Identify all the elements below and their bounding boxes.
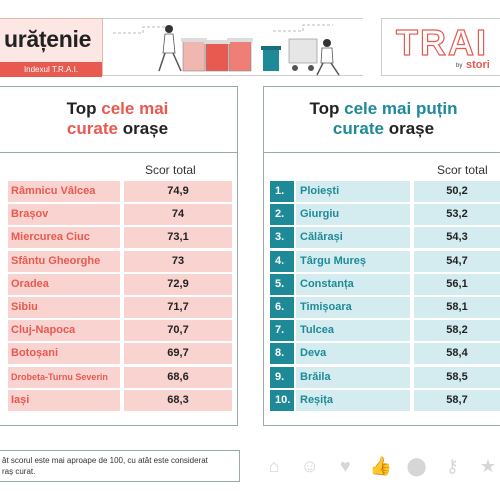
left-panel-title: Top cele mai curate orașe: [0, 87, 237, 153]
logo-box: [381, 18, 500, 76]
thumbs-up-icon: 👍: [369, 456, 393, 476]
city-score: 73: [124, 250, 232, 272]
city-score: 71,7: [124, 297, 232, 318]
city-rank: 4.: [270, 250, 294, 272]
city-score: 54,3: [414, 227, 500, 249]
city-name: Botoșani: [8, 343, 120, 365]
city-score: 58,2: [414, 320, 500, 342]
city-name: Miercurea Ciuc: [8, 227, 120, 249]
city-name: Drobeta-Turnu Severin: [8, 366, 120, 388]
city-score: 56,1: [414, 273, 500, 295]
city-score: 69,7: [124, 343, 232, 365]
city-name: Sibiu: [8, 297, 120, 318]
city-rank: 1.: [270, 181, 294, 202]
city-score: 58,5: [414, 366, 500, 388]
footnote-line: ât scorul este mai aproape de 100, cu at…: [2, 456, 208, 465]
city-score: 74,9: [124, 181, 232, 202]
city-score: 73,1: [124, 227, 232, 249]
title-accent: curate: [332, 119, 384, 138]
city-rank: 7.: [270, 320, 294, 342]
city-name: Cluj-Napoca: [8, 320, 120, 342]
city-rank: 6.: [270, 297, 294, 318]
city-score: 50,2: [414, 181, 500, 202]
city-name: Sfântu Gheorghe: [8, 250, 120, 272]
city-score: 72,9: [124, 273, 232, 295]
home-icon: ⌂: [268, 456, 280, 476]
smiley-icon: ☺: [300, 456, 319, 476]
city-name: Constanța: [296, 273, 410, 295]
title-accent: curate: [66, 119, 118, 138]
header-illustration: [103, 18, 363, 76]
city-name: Oradea: [8, 273, 120, 295]
city-name: Timișoara: [296, 297, 410, 318]
city-score: 68,3: [124, 389, 232, 411]
city-name: Iași: [8, 389, 120, 411]
location-pin-icon: ⬤: [406, 456, 427, 476]
title-word: Top: [309, 99, 340, 118]
city-rank: 3.: [270, 227, 294, 249]
logo-brand: stori: [466, 59, 490, 71]
left-column-header: Scor total: [145, 163, 196, 177]
title-word: orașe: [122, 119, 169, 138]
city-score: 70,7: [124, 320, 232, 342]
title-word: Top: [66, 99, 97, 118]
city-name: Tulcea: [296, 320, 410, 342]
heart-icon: ♥: [339, 456, 351, 476]
title-accent: cele mai: [101, 99, 169, 118]
star-icon: ★: [479, 456, 496, 476]
title-word: orașe: [388, 119, 435, 138]
key-icon: ⚷: [445, 456, 459, 476]
city-name: Giurgiu: [296, 204, 410, 226]
footnote: ât scorul este mai aproape de 100, cu at…: [2, 455, 237, 477]
cleaning-illustration: [113, 24, 340, 76]
city-name: Deva: [296, 343, 410, 365]
city-score: 54,7: [414, 250, 500, 272]
city-score: 68,6: [124, 366, 232, 388]
city-name: Târgu Mureș: [296, 250, 410, 272]
icon-strip: ⌂ ☺ ♥ 👍 ⬤ ⚷ ★: [262, 454, 500, 478]
page-title: urățenie: [4, 26, 92, 52]
city-rank: 5.: [270, 273, 294, 295]
city-score: 58,4: [414, 343, 500, 365]
logo-by: by: [456, 63, 463, 69]
header-subtitle: Indexul T.R.A.I.: [0, 62, 102, 77]
right-panel-title: Top cele mai puțin curate orașe: [264, 87, 500, 153]
city-rank: 10.: [270, 389, 294, 411]
city-score: 53,2: [414, 204, 500, 226]
city-score: 58,7: [414, 389, 500, 411]
title-accent: cele mai puțin: [344, 99, 458, 118]
city-name: Reșița: [296, 389, 410, 411]
city-score: 58,1: [414, 297, 500, 318]
footnote-box: [0, 450, 240, 482]
city-rank: 2.: [270, 204, 294, 226]
right-column-header: Scor total: [437, 163, 488, 177]
city-score: 74: [124, 204, 232, 226]
city-name: Brăila: [296, 366, 410, 388]
city-name: Călărași: [296, 227, 410, 249]
city-name: Brașov: [8, 204, 120, 226]
city-name: Râmnicu Vâlcea: [8, 181, 120, 202]
footnote-line: raș curat.: [2, 467, 36, 476]
trai-logo: TRAI: [395, 21, 488, 63]
city-rank: 8.: [270, 343, 294, 365]
city-name: Ploiești: [296, 181, 410, 202]
city-rank: 9.: [270, 366, 294, 388]
